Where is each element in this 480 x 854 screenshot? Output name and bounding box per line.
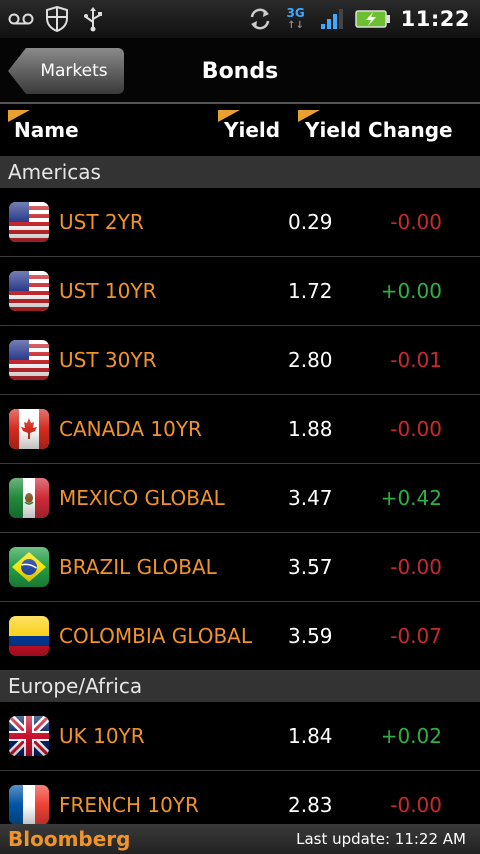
section-title: Americas [8, 160, 101, 184]
column-yield-change-header[interactable]: Yield Change [305, 118, 453, 142]
bond-yield: 3.47 [288, 486, 333, 510]
bond-yield-change: -0.07 [390, 624, 442, 648]
battery-charging-icon [354, 6, 391, 32]
brand-logo: Bloomberg [8, 827, 131, 851]
bond-yield: 3.59 [288, 624, 333, 648]
bond-row[interactable]: COLOMBIA GLOBAL 3.59 -0.07 [0, 602, 480, 671]
bond-name: UK 10YR [59, 724, 145, 748]
bond-yield-change: +0.00 [380, 279, 442, 303]
bond-yield: 3.57 [288, 555, 333, 579]
sync-icon [247, 6, 273, 32]
bond-yield: 2.80 [288, 348, 333, 372]
bond-row[interactable]: UST 30YR 2.80 -0.01 [0, 326, 480, 395]
bond-yield-change: -0.00 [390, 793, 442, 817]
bond-yield-change: +0.02 [380, 724, 442, 748]
brazil-flag-icon [9, 547, 49, 587]
network-3g-icon: 3G ↑↓ [286, 5, 305, 31]
bond-yield-change: -0.01 [390, 348, 442, 372]
france-flag-icon [9, 785, 49, 825]
bond-yield: 2.83 [288, 793, 333, 817]
bond-name: COLOMBIA GLOBAL [59, 624, 253, 648]
column-yield-header[interactable]: Yield [224, 118, 281, 142]
bond-yield: 1.88 [288, 417, 333, 441]
section-title: Europe/Africa [8, 674, 143, 698]
bond-yield: 0.29 [288, 210, 333, 234]
column-name-header[interactable]: Name [14, 118, 79, 142]
us-flag-icon [9, 202, 49, 242]
mexico-flag-icon [9, 478, 49, 518]
bond-name: UST 30YR [59, 348, 157, 372]
title-bar: Markets Bonds [0, 38, 480, 104]
canada-flag-icon [9, 409, 49, 449]
bond-name: MEXICO GLOBAL [59, 486, 225, 510]
bond-row[interactable]: MEXICO GLOBAL 3.47 +0.42 [0, 464, 480, 533]
column-header: Name Yield Yield Change [0, 104, 480, 156]
bond-name: BRAZIL GLOBAL [59, 555, 217, 579]
network-label: 3G [286, 5, 305, 20]
back-button[interactable]: Markets [8, 48, 124, 94]
bond-yield-change: -0.00 [390, 555, 442, 579]
bond-row[interactable]: UST 2YR 0.29 -0.00 [0, 188, 480, 257]
bond-name: UST 2YR [59, 210, 144, 234]
bond-name: FRENCH 10YR [59, 793, 199, 817]
bond-name: CANADA 10YR [59, 417, 202, 441]
bond-yield: 1.72 [288, 279, 333, 303]
uk-flag-icon [9, 716, 49, 756]
status-bar: 3G ↑↓ 11:22 [0, 0, 480, 38]
footer-bar: Bloomberg Last update: 11:22 AM [0, 824, 480, 854]
clock: 11:22 [400, 7, 470, 31]
voicemail-icon [8, 6, 34, 32]
bond-name: UST 10YR [59, 279, 157, 303]
us-flag-icon [9, 271, 49, 311]
bond-row[interactable]: UK 10YR 1.84 +0.02 [0, 702, 480, 771]
bond-yield-change: -0.00 [390, 417, 442, 441]
bond-row[interactable]: BRAZIL GLOBAL 3.57 -0.00 [0, 533, 480, 602]
us-flag-icon [9, 340, 49, 380]
usb-icon [80, 6, 106, 32]
signal-icon [319, 6, 345, 32]
bond-yield-change: -0.00 [390, 210, 442, 234]
bond-row[interactable]: CANADA 10YR 1.88 -0.00 [0, 395, 480, 464]
bond-yield-change: +0.42 [380, 486, 442, 510]
last-update-label: Last update: 11:22 AM [296, 830, 466, 848]
back-button-label: Markets [40, 61, 108, 81]
colombia-flag-icon [9, 616, 49, 656]
bond-row[interactable]: UST 10YR 1.72 +0.00 [0, 257, 480, 326]
shield-icon [44, 6, 70, 32]
section-header-americas: Americas [0, 156, 480, 188]
section-header-europe-africa: Europe/Africa [0, 670, 480, 702]
bond-yield: 1.84 [288, 724, 333, 748]
